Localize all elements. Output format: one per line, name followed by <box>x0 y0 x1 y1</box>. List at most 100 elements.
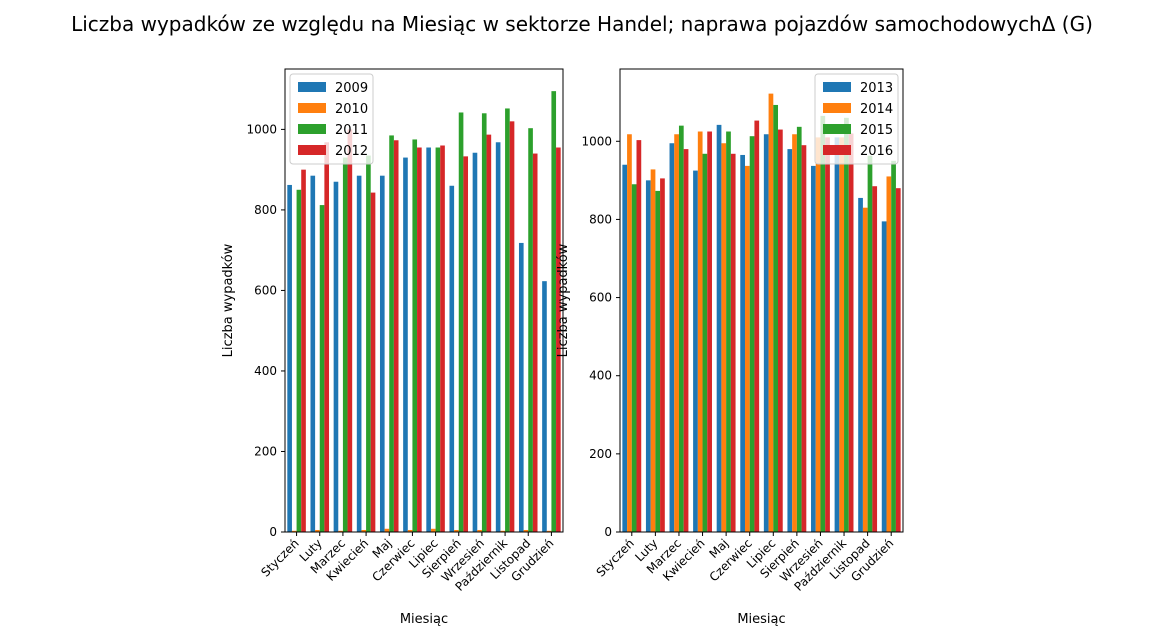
bar-2012-4 <box>370 192 376 532</box>
bar-2009-1 <box>287 184 292 532</box>
bar-2010-3 <box>338 530 343 532</box>
y-tick-label: 200 <box>254 444 277 458</box>
x-axis-label: Miesiąc <box>737 612 785 627</box>
bar-2013-12 <box>881 221 887 532</box>
bar-2011-4 <box>366 155 371 532</box>
y-tick-label: 0 <box>604 525 612 539</box>
bar-2010-11 <box>523 529 529 532</box>
bar-2011-7 <box>435 147 441 532</box>
bar-2013-3 <box>669 143 675 533</box>
bar-2012-10 <box>509 121 515 532</box>
bar-2015-8 <box>796 126 802 532</box>
bar-2014-3 <box>674 134 679 532</box>
x-tick-label: Styczeń <box>258 536 301 579</box>
bar-2016-4 <box>707 131 712 532</box>
legend-swatch-2012 <box>298 145 326 155</box>
y-tick-label: 0 <box>269 525 277 539</box>
legend-label-2009: 2009 <box>335 81 368 96</box>
legend: 2009 2010 2011 2012 <box>289 73 374 165</box>
bar-2015-12 <box>891 160 896 532</box>
legend-frame <box>814 73 899 165</box>
plot-frame <box>619 68 904 533</box>
legend-swatch-2010 <box>298 103 326 113</box>
bar-2015-10 <box>844 117 849 532</box>
legend-label-2013: 2013 <box>860 81 893 96</box>
subplot-1: 02004006008001000StyczeńLutyMarzecKwieci… <box>221 68 564 627</box>
bar-2013-4 <box>693 170 698 532</box>
bar-2012-9 <box>486 134 492 532</box>
bar-2013-8 <box>787 149 793 532</box>
bar-2014-9 <box>815 137 821 532</box>
y-axis-label: Liczba wypadków <box>221 243 236 357</box>
bar-2010-8 <box>454 529 459 532</box>
bar-2012-8 <box>463 156 469 532</box>
bar-2016-9 <box>825 137 830 532</box>
x-tick-label: Styczeń <box>594 536 637 579</box>
bar-2010-9 <box>477 529 482 532</box>
bar-2009-8 <box>449 185 455 532</box>
bar-2014-12 <box>886 176 892 532</box>
legend-swatch-2014 <box>823 103 851 113</box>
legend-frame <box>289 73 374 165</box>
bar-2011-11 <box>528 128 533 532</box>
bar-2009-3 <box>333 181 339 533</box>
legend-label-2011: 2011 <box>335 123 368 138</box>
bar-2012-5 <box>393 140 399 532</box>
bar-2012-1 <box>301 169 306 532</box>
bar-2015-2 <box>655 190 661 532</box>
bar-2010-6 <box>407 529 413 532</box>
bar-2010-10 <box>500 530 506 532</box>
bar-2015-3 <box>678 125 684 533</box>
legend-label-2010: 2010 <box>335 102 368 117</box>
y-tick-label: 400 <box>254 364 277 378</box>
bar-2010-2 <box>315 529 320 532</box>
bar-2015-1 <box>631 184 637 532</box>
bar-2011-1 <box>296 189 302 532</box>
bar-2010-1 <box>291 530 297 532</box>
bar-2013-5 <box>716 124 722 533</box>
bar-2013-11 <box>858 197 863 532</box>
bar-2009-11 <box>518 242 524 532</box>
bar-2014-7 <box>768 93 774 533</box>
bar-2014-8 <box>792 134 797 532</box>
bar-2016-10 <box>848 133 854 532</box>
bar-2012-7 <box>440 145 445 532</box>
legend-swatch-2015 <box>823 124 851 134</box>
bar-2012-2 <box>324 142 330 532</box>
bar-2011-5 <box>389 135 394 532</box>
bar-2015-5 <box>726 131 731 532</box>
y-tick-label: 800 <box>589 212 612 226</box>
bar-2015-4 <box>702 153 708 533</box>
legend-swatch-2013 <box>823 82 851 92</box>
bar-2014-6 <box>744 165 750 532</box>
bar-2009-4 <box>356 175 362 532</box>
chart-title: Liczba wypadków ze względu na Miesiąc w … <box>71 12 1093 36</box>
bar-2010-4 <box>361 529 367 532</box>
bar-2016-7 <box>778 129 783 532</box>
bar-2016-1 <box>636 140 642 533</box>
y-tick-label: 1000 <box>246 122 277 136</box>
bar-2010-12 <box>546 530 552 532</box>
bar-2012-12 <box>556 147 561 532</box>
x-axis-label: Miesiąc <box>400 612 448 627</box>
legend-swatch-2009 <box>298 82 326 92</box>
bar-2013-9 <box>811 165 816 532</box>
bar-2010-5 <box>384 528 390 532</box>
bar-2016-2 <box>660 178 665 532</box>
bar-2012-11 <box>532 153 538 533</box>
bar-2011-9 <box>481 113 487 532</box>
bar-2013-10 <box>834 137 840 532</box>
bar-2014-10 <box>839 137 845 532</box>
y-tick-label: 800 <box>254 203 277 217</box>
bar-2013-1 <box>622 164 628 533</box>
bar-2015-7 <box>773 104 779 532</box>
y-axis-label: Liczba wypadków <box>556 243 571 357</box>
bar-2014-11 <box>862 207 868 532</box>
bar-2012-6 <box>417 147 422 532</box>
bar-2009-6 <box>403 157 408 532</box>
bar-2014-1 <box>627 134 632 532</box>
bar-2013-7 <box>763 134 769 532</box>
bar-2014-2 <box>650 169 656 532</box>
bar-2014-4 <box>697 131 703 532</box>
